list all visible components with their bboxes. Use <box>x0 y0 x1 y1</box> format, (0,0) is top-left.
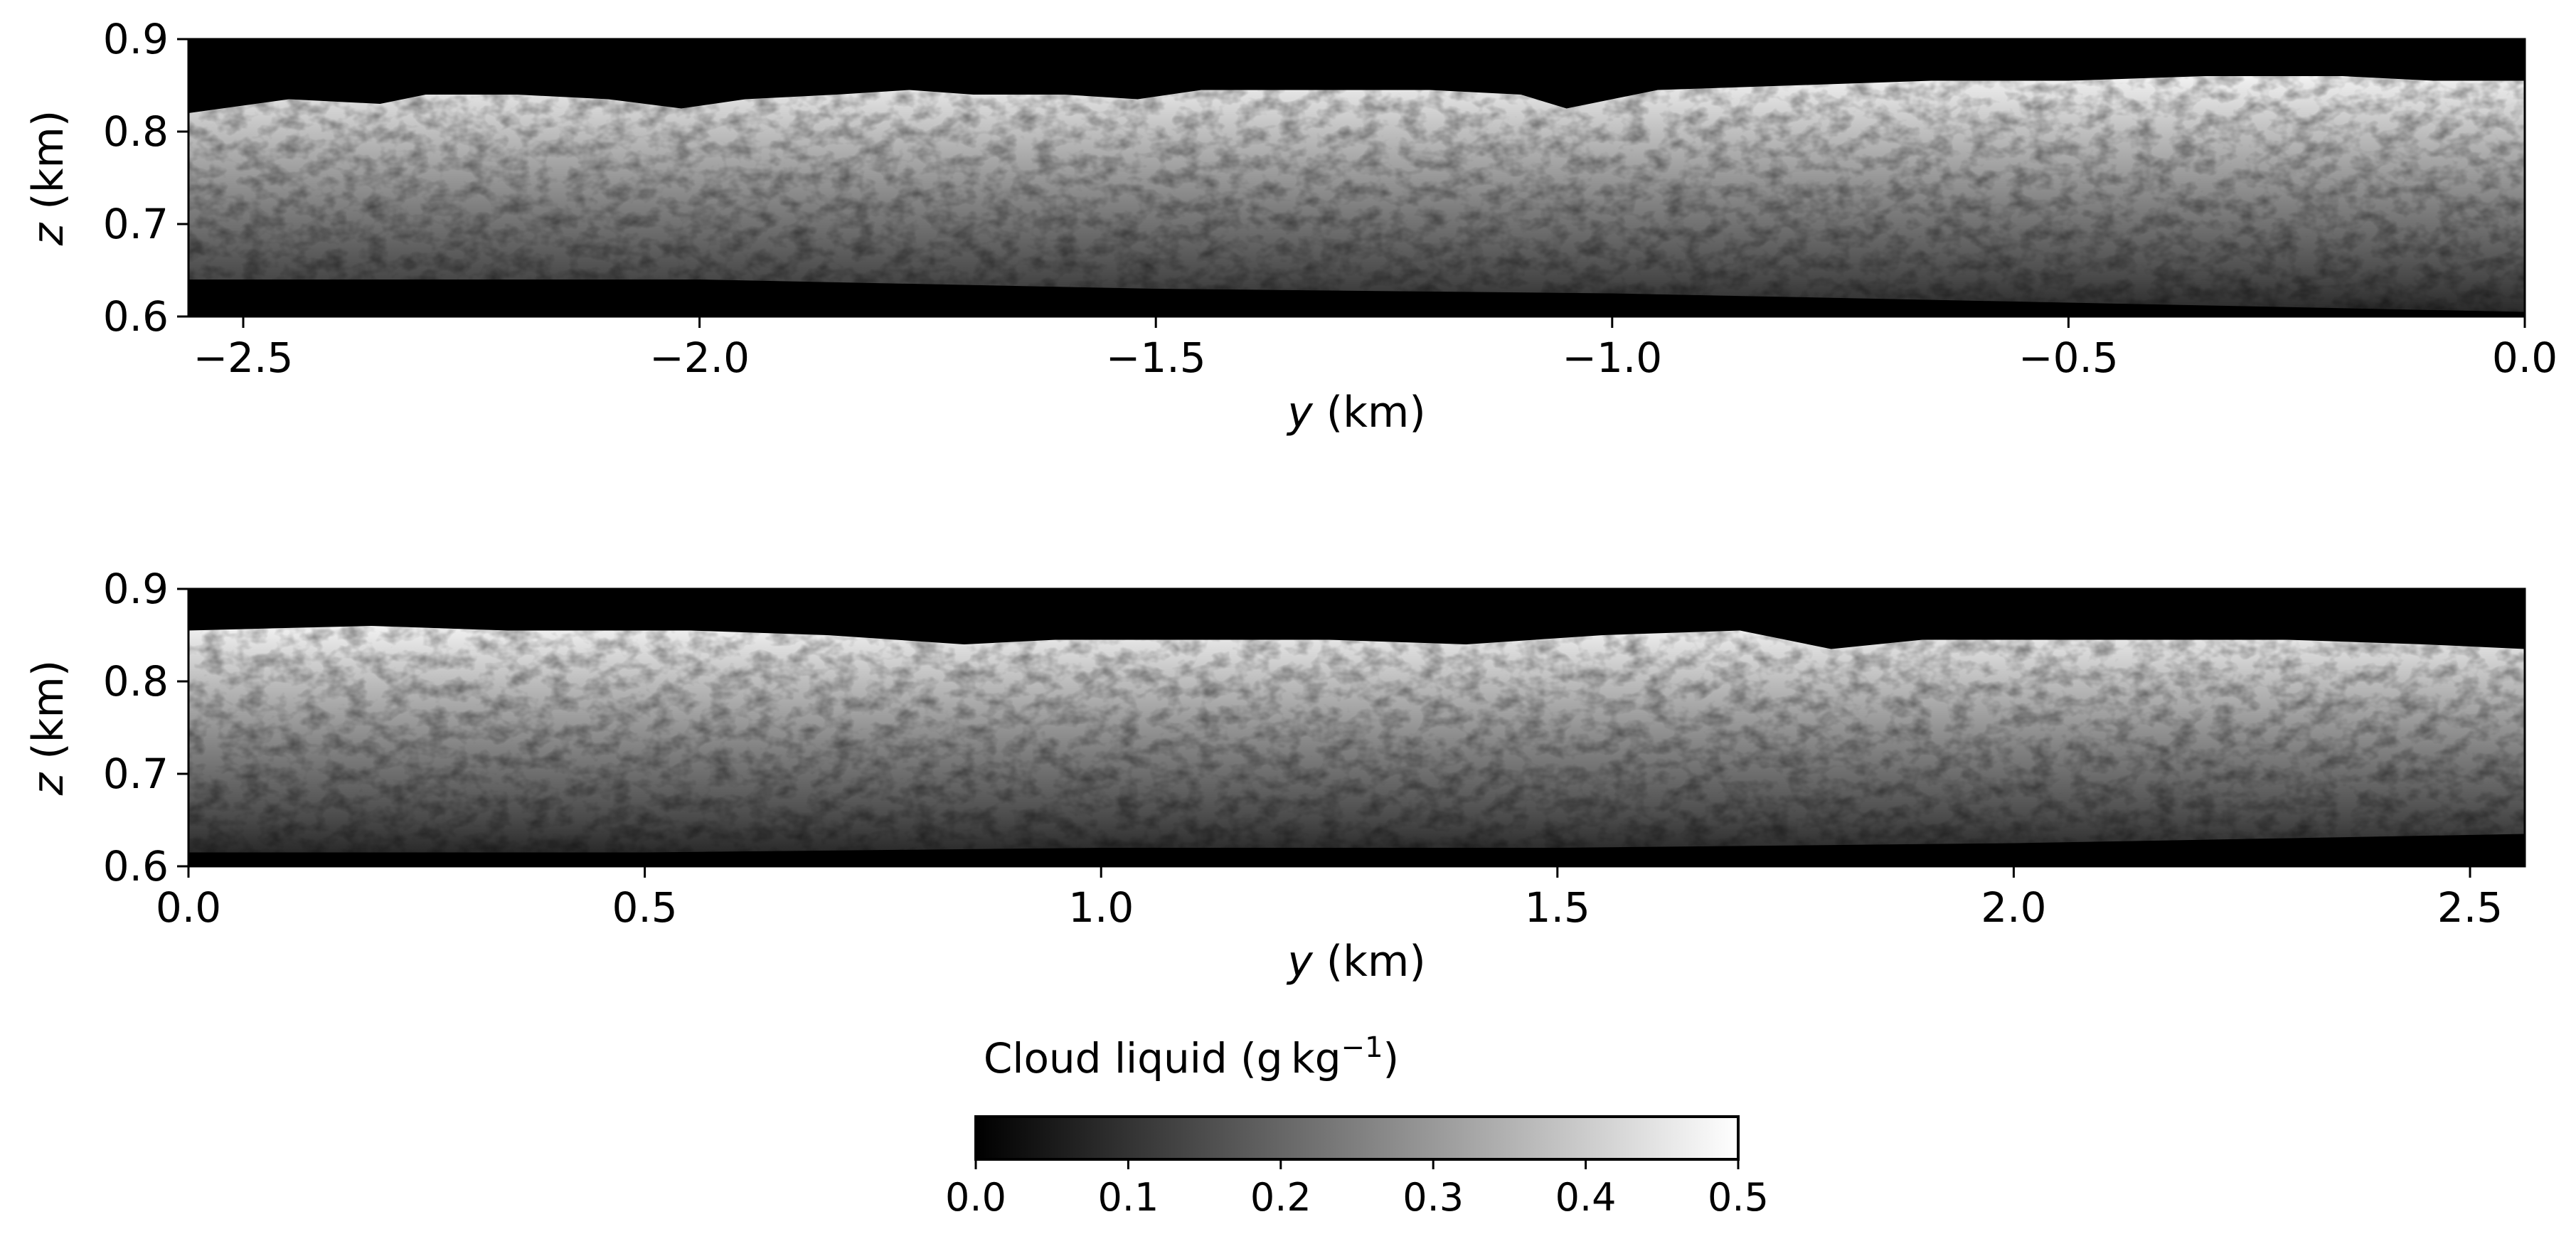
bottom-y-ticks: 0.6 0.7 0.8 0.9 <box>103 565 188 890</box>
y-tick-label: 0.7 <box>103 200 169 248</box>
top-axes-frame <box>187 38 2526 318</box>
top-x-ticks: −2.5 −2.0 −1.5 −1.0 −0.5 0.0 <box>193 317 2558 382</box>
y-tick-label: 0.9 <box>103 15 169 63</box>
x-tick-label: −0.5 <box>2018 334 2119 382</box>
y-tick-label: 0.7 <box>103 750 169 798</box>
colorbar-tick-label: 0.1 <box>1097 1175 1159 1220</box>
colorbar-tick-label: 0.5 <box>1708 1175 1769 1220</box>
x-tick-label: −2.5 <box>193 334 294 382</box>
colorbar-gradient <box>974 1115 1740 1161</box>
top-cloud-turbulence <box>188 76 2525 312</box>
colorbar: Cloud liquid (g kg−1) 0.0 0.1 0.2 0.3 0.4 0.5 <box>945 1031 1769 1220</box>
colorbar-tick-label: 0.4 <box>1555 1175 1617 1220</box>
top-x-axis-label: y (km) <box>1286 388 1426 437</box>
x-tick-label: 1.5 <box>1525 883 1590 932</box>
colorbar-tick-label: 0.0 <box>945 1175 1006 1220</box>
top-y-ticks: 0.6 0.7 0.8 0.9 <box>103 15 188 341</box>
bottom-y-axis-label: z (km) <box>23 660 73 797</box>
top-panel: −2.5 −2.0 −1.5 −1.0 −0.5 0.0 0.6 0.7 0.8 0.9 y (… <box>23 15 2558 437</box>
y-tick-label: 0.9 <box>103 565 169 613</box>
x-tick-label: 0.0 <box>156 883 221 932</box>
x-tick-label: 2.0 <box>1981 883 2046 932</box>
top-y-axis-label: z (km) <box>23 110 73 247</box>
colorbar-ticks: 0.0 0.1 0.2 0.3 0.4 0.5 <box>945 1159 1769 1220</box>
bottom-panel: 0.0 0.5 1.0 1.5 2.0 2.5 0.6 0.7 0.8 0.9 y (km) z… <box>23 565 2526 986</box>
colorbar-tick-label: 0.3 <box>1403 1175 1464 1220</box>
colorbar-title: Cloud liquid (g kg−1) <box>984 1031 1399 1083</box>
x-tick-label: 1.0 <box>1068 883 1134 932</box>
colorbar-tick-label: 0.2 <box>1250 1175 1311 1220</box>
x-tick-label: −1.5 <box>1106 334 1206 382</box>
x-tick-label: 0.5 <box>612 883 677 932</box>
y-tick-label: 0.8 <box>103 657 169 706</box>
x-tick-label: −2.0 <box>649 334 750 382</box>
y-tick-label: 0.6 <box>103 292 169 341</box>
y-tick-label: 0.8 <box>103 107 169 156</box>
bottom-x-axis-label: y (km) <box>1286 937 1426 986</box>
x-tick-label: −1.0 <box>1562 334 1662 382</box>
x-tick-label: 2.5 <box>2437 883 2503 932</box>
x-tick-label: 0.0 <box>2492 334 2558 382</box>
bottom-axes-frame <box>187 587 2526 868</box>
bottom-cloud-turbulence <box>188 626 2525 853</box>
bottom-x-ticks: 0.0 0.5 1.0 1.5 2.0 2.5 <box>156 866 2503 932</box>
y-tick-label: 0.6 <box>103 842 169 890</box>
